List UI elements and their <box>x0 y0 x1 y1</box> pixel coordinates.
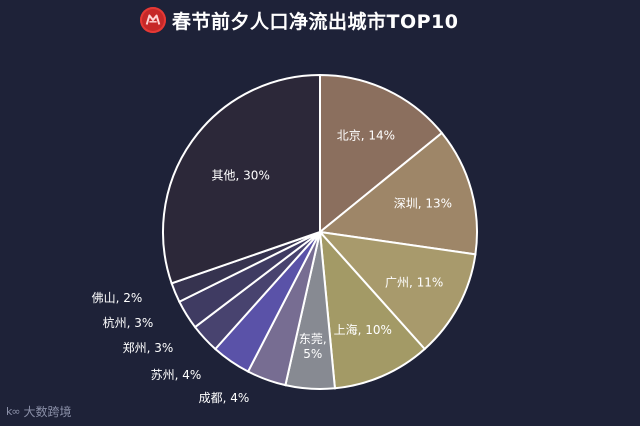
pie-slice-10 <box>162 73 321 285</box>
chart-title: 春节前夕人口净流出城市TOP10 <box>172 10 459 33</box>
slice-label-3: 上海, 10% <box>334 322 392 337</box>
pie-slice-0 <box>319 73 444 235</box>
pie-slice-2 <box>317 230 477 351</box>
title-bar: 春节前夕人口净流出城市TOP10 <box>140 6 458 34</box>
pie-slice-1 <box>317 131 478 256</box>
slice-label-5: 成都, 4% <box>199 391 250 405</box>
brand-logo-icon <box>140 7 166 33</box>
watermark: k∞ 大数跨境 <box>6 403 72 420</box>
slice-label-6: 苏州, 4% <box>151 368 202 382</box>
watermark-logo-icon: k∞ <box>6 405 21 418</box>
slice-label-1: 深圳, 13% <box>394 197 452 211</box>
watermark-label: 大数跨境 <box>23 405 72 419</box>
slice-label-4: 东莞, 5% <box>299 332 327 361</box>
slice-label-7: 郑州, 3% <box>123 340 174 355</box>
slice-label-9: 佛山, 2% <box>92 291 143 305</box>
pie-slice-3 <box>318 229 427 390</box>
slice-label-2: 广州, 11% <box>385 275 443 289</box>
slice-label-8: 杭州, 3% <box>103 315 154 330</box>
logo-glyph-icon <box>145 14 161 25</box>
slice-label-10: 其他, 30% <box>212 169 270 183</box>
slice-label-0: 北京, 14% <box>337 129 395 143</box>
